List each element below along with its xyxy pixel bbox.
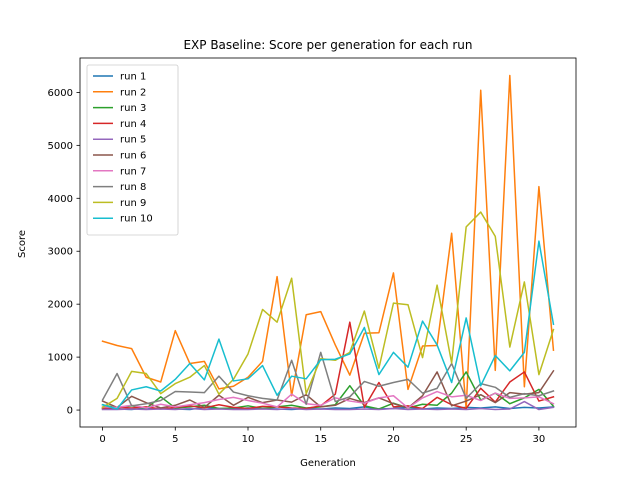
- x-tick-label: 0: [99, 434, 105, 445]
- y-tick-label: 5000: [48, 141, 73, 152]
- legend-label-run-10: run 10: [120, 214, 153, 225]
- series-line-run-2: [101, 74, 555, 410]
- x-tick-label: 5: [172, 434, 178, 445]
- series-line-run-5: [101, 400, 555, 411]
- legend: run 1 run 2 run 3 run 4 run 5 run 6 run 7 run 8…: [86, 64, 179, 236]
- legend-label-run-3: run 3: [120, 103, 146, 114]
- plot-frame: [79, 57, 577, 428]
- series-line-run-8: [101, 351, 555, 407]
- chart-title: EXP Baseline: Score per generation for e…: [183, 38, 472, 52]
- legend-label-run-4: run 4: [120, 119, 146, 130]
- y-tick-label: 1000: [48, 353, 73, 364]
- plot-area: [79, 57, 577, 428]
- x-axis: 0 5 10 15 20 25 30: [99, 427, 545, 445]
- legend-label-run-7: run 7: [120, 166, 146, 177]
- series-line-run-7: [101, 390, 555, 409]
- x-tick-label: 30: [533, 434, 546, 445]
- x-tick-label: 10: [242, 434, 255, 445]
- x-tick-label: 15: [314, 434, 327, 445]
- x-tick-label: 25: [460, 434, 473, 445]
- x-axis-label: Generation: [300, 458, 356, 469]
- legend-label-run-2: run 2: [120, 87, 146, 98]
- x-tick-label: 20: [387, 434, 400, 445]
- legend-label-run-8: run 8: [120, 182, 146, 193]
- y-tick-label: 2000: [48, 300, 73, 311]
- y-tick-label: 3000: [48, 247, 73, 258]
- legend-label-run-1: run 1: [120, 72, 146, 83]
- y-axis-label: Score: [17, 230, 28, 258]
- series-line-run-6: [101, 369, 555, 409]
- legend-label-run-5: run 5: [120, 135, 146, 146]
- y-tick-label: 4000: [48, 194, 73, 205]
- legend-label-run-9: run 9: [120, 198, 146, 209]
- legend-label-run-6: run 6: [120, 151, 146, 162]
- series-line-run-10: [101, 240, 555, 410]
- y-axis: 0 1000 2000 3000 4000 5000 6000: [48, 88, 80, 417]
- y-tick-label: 6000: [48, 88, 73, 99]
- y-tick-label: 0: [67, 406, 73, 417]
